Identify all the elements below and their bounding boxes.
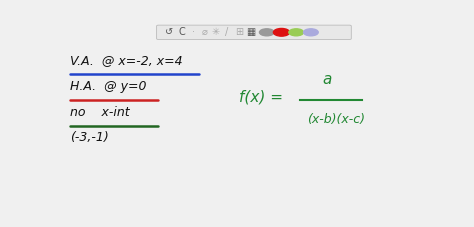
Text: H.A.  @ y=0: H.A. @ y=0: [70, 80, 147, 93]
Circle shape: [303, 29, 318, 36]
Text: C: C: [179, 27, 186, 37]
Text: ✳: ✳: [211, 27, 219, 37]
FancyBboxPatch shape: [156, 25, 351, 39]
Circle shape: [289, 29, 303, 36]
Text: f(x) =: f(x) =: [239, 90, 283, 105]
Text: ⌀: ⌀: [201, 27, 207, 37]
Text: a: a: [323, 72, 332, 87]
Text: no    x-int: no x-int: [70, 106, 130, 119]
Text: (x-b)(x-c): (x-b)(x-c): [307, 113, 365, 126]
Circle shape: [259, 29, 274, 36]
Text: /: /: [225, 27, 228, 37]
Text: (-3,-1): (-3,-1): [70, 131, 109, 144]
Text: ⊞: ⊞: [235, 27, 243, 37]
Circle shape: [273, 28, 290, 36]
Text: V.A.  @ x=-2, x=4: V.A. @ x=-2, x=4: [70, 54, 183, 67]
Text: ↺: ↺: [165, 27, 173, 37]
Text: ▦: ▦: [246, 27, 255, 37]
Text: ·: ·: [192, 27, 195, 37]
